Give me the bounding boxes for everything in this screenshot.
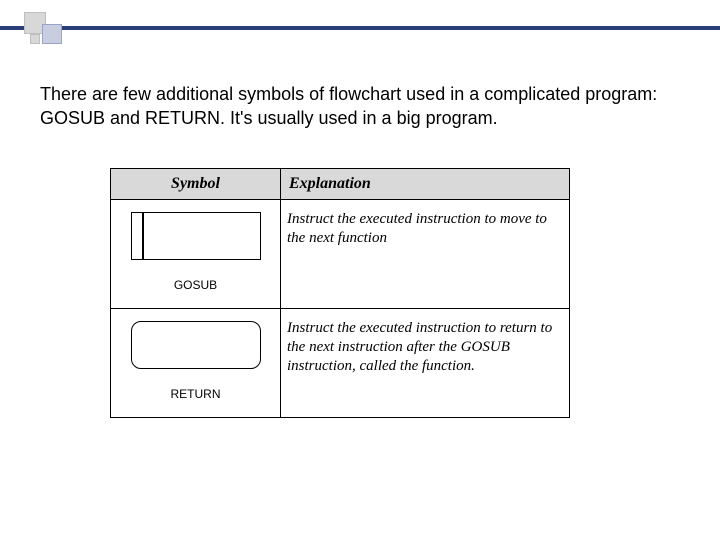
header-explanation: Explanation <box>281 169 569 199</box>
explanation-cell: Instruct the executed instruction to ret… <box>281 309 569 417</box>
decor-square-icon <box>42 24 62 44</box>
symbol-cell-return: RETURN <box>111 309 281 417</box>
gosub-inner-bar <box>142 213 144 259</box>
symbol-cell-gosub: GOSUB <box>111 200 281 308</box>
header-symbol: Symbol <box>111 169 281 199</box>
table-row: RETURN Instruct the executed instruction… <box>111 309 569 417</box>
return-symbol-icon <box>131 321 261 369</box>
intro-paragraph: There are few additional symbols of flow… <box>40 82 680 131</box>
symbols-table: Symbol Explanation GOSUB Instruct the ex… <box>110 168 570 418</box>
explanation-cell: Instruct the executed instruction to mov… <box>281 200 569 308</box>
symbol-label: RETURN <box>111 387 280 401</box>
table-header-row: Symbol Explanation <box>111 169 569 200</box>
accent-bar <box>0 26 720 30</box>
symbol-label: GOSUB <box>111 278 280 292</box>
table-row: GOSUB Instruct the executed instruction … <box>111 200 569 309</box>
slide-decoration <box>0 12 720 56</box>
gosub-symbol-icon <box>131 212 261 260</box>
decor-square-icon <box>30 34 40 44</box>
